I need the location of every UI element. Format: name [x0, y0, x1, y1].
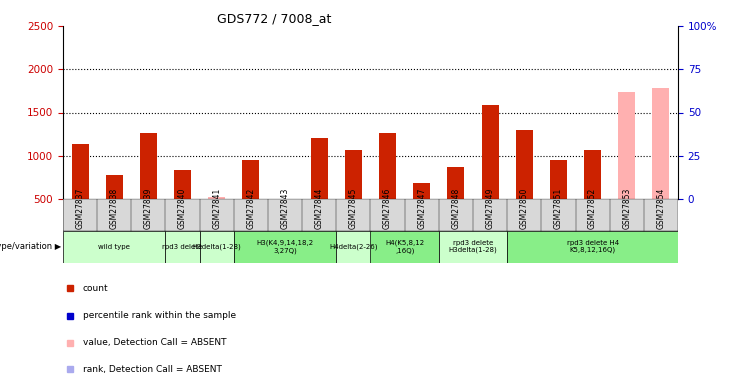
- Text: GSM27841: GSM27841: [212, 188, 222, 229]
- Bar: [242, 160, 259, 199]
- Text: rpd3 delete H4
K5,8,12,16Q): rpd3 delete H4 K5,8,12,16Q): [567, 240, 619, 254]
- Text: GSM27845: GSM27845: [349, 188, 358, 229]
- Text: rpd3 delete: rpd3 delete: [162, 244, 203, 250]
- Bar: [370, 231, 439, 262]
- Text: count: count: [83, 284, 108, 293]
- Text: GSM27852: GSM27852: [588, 188, 597, 229]
- Text: GSM27854: GSM27854: [657, 188, 665, 229]
- Text: H3delta(1-28): H3delta(1-28): [193, 243, 241, 250]
- Bar: [140, 133, 157, 199]
- Text: H4(K5,8,12
,16Q): H4(K5,8,12 ,16Q): [385, 240, 425, 254]
- Text: GSM27847: GSM27847: [417, 188, 426, 229]
- Bar: [507, 231, 678, 262]
- Bar: [310, 138, 328, 199]
- Text: genotype/variation ▶: genotype/variation ▶: [0, 242, 62, 251]
- Text: rank, Detection Call = ABSENT: rank, Detection Call = ABSENT: [83, 365, 222, 374]
- Text: GSM27840: GSM27840: [178, 188, 187, 229]
- Text: rpd3 delete
H3delta(1-28): rpd3 delete H3delta(1-28): [448, 240, 497, 254]
- Bar: [165, 231, 199, 262]
- Bar: [63, 199, 678, 231]
- Bar: [439, 231, 507, 262]
- Bar: [234, 231, 336, 262]
- Bar: [199, 231, 234, 262]
- Text: GSM27843: GSM27843: [281, 188, 290, 229]
- Text: GSM27851: GSM27851: [554, 188, 563, 229]
- Bar: [448, 167, 465, 199]
- Text: GSM27844: GSM27844: [315, 188, 324, 229]
- Bar: [516, 130, 533, 199]
- Bar: [63, 231, 165, 262]
- Bar: [482, 105, 499, 199]
- Text: GSM27838: GSM27838: [110, 188, 119, 229]
- Text: GSM27839: GSM27839: [144, 188, 153, 229]
- Text: wild type: wild type: [99, 244, 130, 250]
- Bar: [550, 160, 567, 199]
- Bar: [174, 170, 191, 199]
- Text: GSM27837: GSM27837: [76, 188, 84, 229]
- Text: GDS772 / 7008_at: GDS772 / 7008_at: [216, 12, 331, 25]
- Bar: [652, 88, 669, 199]
- Text: GSM27849: GSM27849: [485, 188, 494, 229]
- Bar: [208, 197, 225, 199]
- Bar: [106, 176, 123, 199]
- Text: value, Detection Call = ABSENT: value, Detection Call = ABSENT: [83, 338, 226, 347]
- Text: H4delta(2-26): H4delta(2-26): [329, 243, 378, 250]
- Text: GSM27853: GSM27853: [622, 188, 631, 229]
- Text: percentile rank within the sample: percentile rank within the sample: [83, 311, 236, 320]
- Bar: [345, 150, 362, 199]
- Text: GSM27848: GSM27848: [451, 188, 460, 229]
- Bar: [72, 144, 89, 199]
- Bar: [618, 92, 635, 199]
- Bar: [413, 183, 431, 199]
- Text: GSM27846: GSM27846: [383, 188, 392, 229]
- Text: GSM27842: GSM27842: [247, 188, 256, 229]
- Text: GSM27850: GSM27850: [519, 188, 529, 229]
- Bar: [379, 133, 396, 199]
- Bar: [336, 231, 370, 262]
- Bar: [584, 150, 601, 199]
- Text: H3(K4,9,14,18,2
3,27Q): H3(K4,9,14,18,2 3,27Q): [256, 240, 313, 254]
